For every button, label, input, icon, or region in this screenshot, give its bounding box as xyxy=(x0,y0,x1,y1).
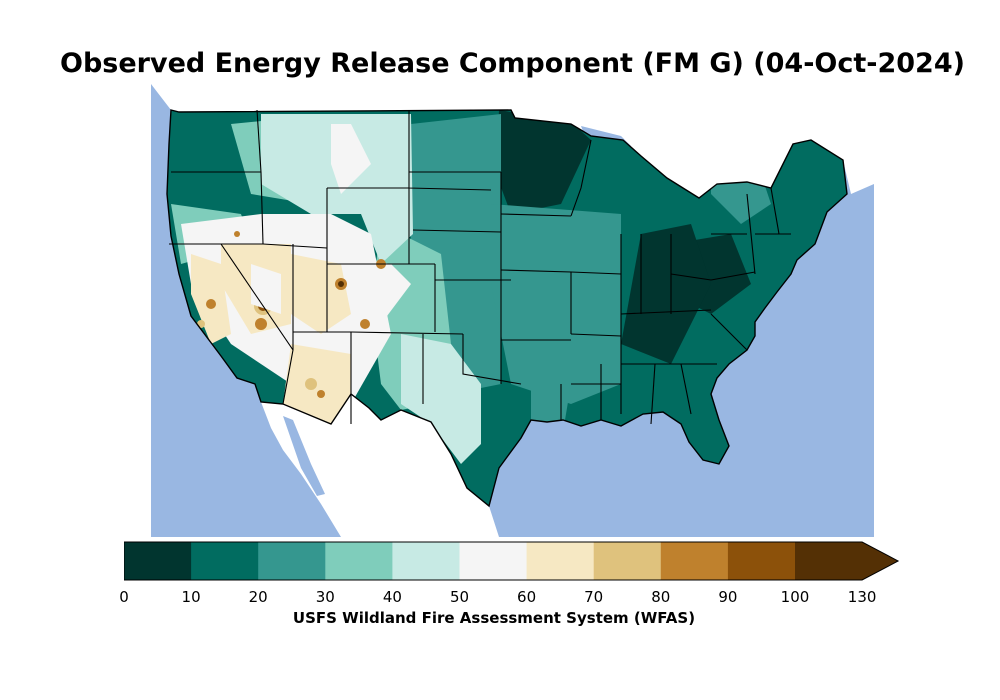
map-title: Observed Energy Release Component (FM G)… xyxy=(60,48,965,79)
colorbar-tick-label: 30 xyxy=(315,588,335,606)
colorbar-segment xyxy=(459,542,528,580)
colorbar-tick-label: 50 xyxy=(449,588,470,606)
colorbar-tick-label: 20 xyxy=(248,588,268,606)
colorbar xyxy=(124,541,900,581)
colorbar-segment xyxy=(727,542,796,580)
colorbar-ticks: 0 10 20 30 40 50 60 70 80 90 100 130 xyxy=(0,588,1000,608)
colorbar-extend-arrow xyxy=(795,542,899,580)
colorbar-tick-label: 100 xyxy=(780,588,810,606)
mexico-land xyxy=(261,394,499,537)
colorbar-tick-label: 90 xyxy=(718,588,738,606)
erc-map xyxy=(151,84,874,537)
colorbar-tick-label: 80 xyxy=(651,588,671,606)
colorbar-tick-label: 0 xyxy=(119,588,129,606)
colorbar-segment xyxy=(191,542,259,580)
canada-land xyxy=(151,84,874,198)
colorbar-label: USFS Wildland Fire Assessment System (WF… xyxy=(292,609,696,627)
colorbar-segment xyxy=(526,542,595,580)
colorbar-tick-label: 130 xyxy=(847,588,877,606)
colorbar-segment xyxy=(325,542,393,580)
colorbar-outline xyxy=(124,541,900,581)
colorbar-tick-label: 40 xyxy=(382,588,402,606)
colorbar-segment xyxy=(258,542,326,580)
colorbar-tick-label: 70 xyxy=(584,588,604,606)
us-outline xyxy=(166,109,848,508)
gulf-of-california xyxy=(283,416,325,496)
colorbar-segment xyxy=(593,542,662,580)
colorbar-segment xyxy=(660,542,729,580)
state-borders xyxy=(169,109,791,425)
colorbar-tick-label: 10 xyxy=(181,588,201,606)
colorbar-segment xyxy=(392,542,460,580)
colorbar-segment xyxy=(124,542,192,580)
colorbar-tick-label: 60 xyxy=(517,588,537,606)
